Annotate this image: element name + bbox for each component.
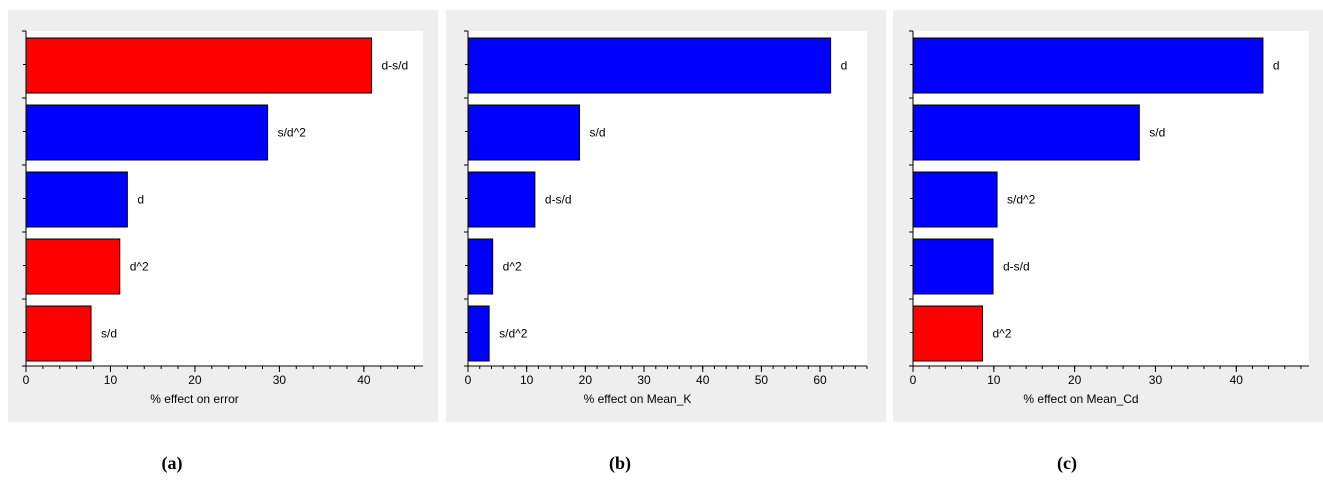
bar-c-5 [912,305,984,362]
x-tick-label: 10 [520,373,534,387]
bar-label-a-4: d^2 [130,260,149,274]
bar-label-c-1: d [1273,59,1280,73]
x-axis-title: % effect on Mean_K [584,392,692,406]
bar-label-c-2: s/d [1149,126,1165,140]
x-axis-title: % effect on Mean_Cd [1023,392,1138,406]
x-tick-label: 10 [104,373,118,387]
bar-label-b-5: s/d^2 [499,327,528,341]
x-tick-label: 10 [987,373,1001,387]
bar-label-b-1: d [841,59,848,73]
x-tick-label: 20 [1068,373,1082,387]
bar-b-5 [467,305,490,362]
x-tick-label: 30 [273,373,287,387]
bar-c-3 [912,171,998,228]
caption-b: (b) [609,453,631,473]
bar-c-1 [912,37,1264,94]
bar-a-4 [25,238,121,295]
bar-label-a-5: s/d [101,327,117,341]
chart-c: d s/d s/d^2 d-s/d d^2 0 10 20 30 40 % effect on Me… [909,30,1309,406]
bar-a-1 [25,37,372,94]
bar-label-b-2: s/d [589,126,605,140]
bar-label-a-3: d [137,193,144,207]
x-tick-label: 20 [579,373,593,387]
bar-c-4 [912,238,994,295]
chart-b: d s/d d-s/d d^2 s/d^2 0 10 20 30 40 50 60 % effect o… [464,30,868,406]
x-tick-label: 30 [1149,373,1163,387]
caption-c: (c) [1057,453,1077,473]
bar-b-2 [467,104,580,161]
x-tick-label: 60 [813,373,827,387]
bar-label-a-1: d-s/d [381,59,408,73]
chart-a: d-s/d s/d^2 d d^2 s/d 0 10 20 30 40 % effect on er… [22,30,423,406]
x-tick-label: 0 [910,373,917,387]
x-tick-label: 40 [357,373,371,387]
x-tick-label: 50 [755,373,769,387]
x-tick-label: 20 [188,373,202,387]
bar-b-4 [467,238,494,295]
bar-label-c-4: d-s/d [1003,260,1030,274]
bar-a-2 [25,104,269,161]
bar-label-a-2: s/d^2 [278,126,307,140]
bar-b-1 [467,37,832,94]
bar-label-b-3: d-s/d [545,193,572,207]
bar-label-c-3: s/d^2 [1007,193,1036,207]
caption-a: (a) [161,453,183,473]
x-tick-label: 0 [465,373,472,387]
bar-label-b-4: d^2 [503,260,522,274]
x-tick-label: 0 [23,373,30,387]
bar-c-2 [912,104,1140,161]
x-tick-label: 40 [696,373,710,387]
bar-b-3 [467,171,536,228]
x-axis-title: % effect on error [150,392,239,406]
x-tick-label: 30 [637,373,651,387]
x-tick-label: 40 [1230,373,1244,387]
bar-a-3 [25,171,128,228]
bar-label-c-5: d^2 [993,327,1012,341]
bar-a-5 [25,305,92,362]
